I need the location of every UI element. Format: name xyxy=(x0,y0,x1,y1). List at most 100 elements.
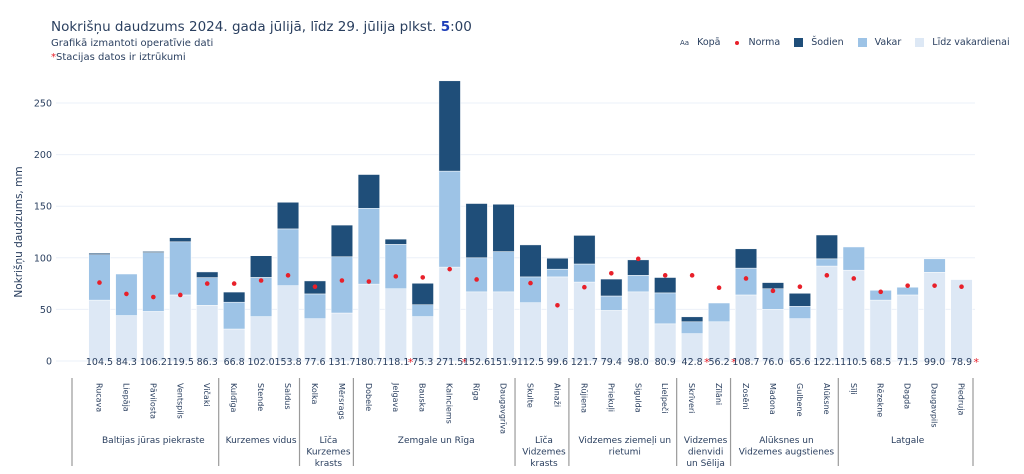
bar-segment-sodien[interactable] xyxy=(681,316,704,323)
bar-segment-vakar[interactable] xyxy=(896,286,919,296)
bar-segment-vakar[interactable] xyxy=(142,252,165,312)
legend-item-kopa[interactable]: Aa Kopā xyxy=(680,37,721,48)
legend-item-norma[interactable]: Norma xyxy=(734,37,780,48)
norma-point[interactable] xyxy=(689,273,695,278)
bar-segment-sodien[interactable] xyxy=(815,234,838,260)
norma-point[interactable] xyxy=(716,285,722,291)
bar-segment-sodien[interactable] xyxy=(330,224,353,258)
bar-segment-vakar[interactable] xyxy=(654,292,677,325)
bar-segment-lidz[interactable] xyxy=(250,316,273,362)
bar-segment-sodien[interactable] xyxy=(142,251,165,253)
bar-segment-lidz[interactable] xyxy=(573,281,596,362)
norma-point[interactable] xyxy=(312,284,318,289)
bar-segment-vakar[interactable] xyxy=(681,321,704,334)
bar-segment-lidz[interactable] xyxy=(815,265,838,362)
bar-segment-lidz[interactable] xyxy=(88,299,111,362)
bar-segment-lidz[interactable] xyxy=(950,279,973,362)
bar-segment-lidz[interactable] xyxy=(169,294,192,362)
bar-segment-vakar[interactable] xyxy=(734,267,758,296)
bar-segment-vakar[interactable] xyxy=(223,301,246,330)
bar-segment-sodien[interactable] xyxy=(411,283,434,306)
norma-point[interactable] xyxy=(151,294,156,300)
norma-point[interactable] xyxy=(797,284,803,289)
bar-segment-lidz[interactable] xyxy=(196,305,219,362)
bar-segment-sodien[interactable] xyxy=(169,237,192,243)
bar-segment-vakar[interactable] xyxy=(546,268,569,278)
bar-segment-lidz[interactable] xyxy=(869,299,892,362)
bar-segment-lidz[interactable] xyxy=(546,276,569,362)
norma-point[interactable] xyxy=(878,289,884,295)
norma-point[interactable] xyxy=(474,277,479,282)
bar-segment-sodien[interactable] xyxy=(196,271,219,278)
bar-segment-sodien[interactable] xyxy=(277,202,300,230)
norma-point[interactable] xyxy=(905,283,910,288)
bar-segment-lidz[interactable] xyxy=(411,316,434,362)
bar-segment-vakar[interactable] xyxy=(438,170,461,268)
legend-item-lidz[interactable]: Līdz vakardienai xyxy=(915,37,1010,48)
bar-segment-lidz[interactable] xyxy=(142,311,165,362)
norma-point[interactable] xyxy=(97,280,102,285)
bar-segment-lidz[interactable] xyxy=(654,323,677,362)
norma-point[interactable] xyxy=(743,276,749,281)
bar-segment-sodien[interactable] xyxy=(519,244,542,278)
bar-segment-vakar[interactable] xyxy=(303,293,327,319)
bar-segment-vakar[interactable] xyxy=(842,246,865,271)
bar-segment-vakar[interactable] xyxy=(411,304,434,317)
bar-segment-vakar[interactable] xyxy=(357,208,380,285)
norma-point[interactable] xyxy=(393,274,399,279)
norma-point[interactable] xyxy=(770,288,776,294)
bar-segment-sodien[interactable] xyxy=(250,255,273,278)
bar-segment-vakar[interactable] xyxy=(627,275,650,293)
norma-point[interactable] xyxy=(824,273,830,278)
bar-segment-lidz[interactable] xyxy=(519,302,542,362)
bar-segment-sodien[interactable] xyxy=(654,277,677,294)
bar-segment-lidz[interactable] xyxy=(465,291,488,362)
bar-segment-sodien[interactable] xyxy=(88,252,111,255)
norma-point[interactable] xyxy=(528,280,533,286)
norma-point[interactable] xyxy=(420,275,426,280)
norma-point[interactable] xyxy=(258,278,264,283)
bar-segment-sodien[interactable] xyxy=(465,203,488,259)
bar-segment-vakar[interactable] xyxy=(384,244,407,290)
norma-point[interactable] xyxy=(635,256,641,262)
norma-point[interactable] xyxy=(366,279,372,284)
legend-item-vakar[interactable]: Vakar xyxy=(857,37,901,48)
bar-segment-sodien[interactable] xyxy=(627,259,650,276)
norma-point[interactable] xyxy=(285,273,291,278)
bar-segment-lidz[interactable] xyxy=(277,285,300,362)
bar-segment-lidz[interactable] xyxy=(330,312,353,362)
norma-point[interactable] xyxy=(231,281,237,286)
bar-segment-lidz[interactable] xyxy=(115,315,138,362)
bar-segment-lidz[interactable] xyxy=(384,288,407,362)
bar-segment-vakar[interactable] xyxy=(573,263,596,283)
bar-segment-sodien[interactable] xyxy=(788,293,811,307)
bar-segment-lidz[interactable] xyxy=(842,269,865,362)
norma-point[interactable] xyxy=(851,276,857,281)
bar-segment-lidz[interactable] xyxy=(761,309,784,362)
bar-segment-vakar[interactable] xyxy=(330,256,353,314)
bar-segment-vakar[interactable] xyxy=(88,254,111,301)
legend-item-sodien[interactable]: Šodien xyxy=(794,37,844,48)
bar-segment-lidz[interactable] xyxy=(708,321,731,362)
bar-segment-sodien[interactable] xyxy=(492,203,515,252)
bar-segment-lidz[interactable] xyxy=(788,318,811,362)
bar-segment-sodien[interactable] xyxy=(384,238,407,245)
bar-segment-sodien[interactable] xyxy=(734,248,758,269)
bar-segment-sodien[interactable] xyxy=(438,80,461,172)
bar-segment-vakar[interactable] xyxy=(923,258,946,273)
bar-segment-lidz[interactable] xyxy=(303,318,327,362)
bar-segment-lidz[interactable] xyxy=(734,294,758,362)
norma-point[interactable] xyxy=(339,278,345,283)
bar-segment-sodien[interactable] xyxy=(573,235,596,265)
bar-segment-lidz[interactable] xyxy=(357,283,380,362)
bar-segment-lidz[interactable] xyxy=(438,266,461,362)
bar-segment-lidz[interactable] xyxy=(896,294,919,362)
bar-segment-vakar[interactable] xyxy=(492,251,515,293)
bar-segment-vakar[interactable] xyxy=(600,295,623,311)
norma-point[interactable] xyxy=(124,291,129,297)
norma-point[interactable] xyxy=(609,270,614,276)
bar-segment-lidz[interactable] xyxy=(492,291,515,362)
bar-segment-vakar[interactable] xyxy=(465,257,488,293)
bar-segment-lidz[interactable] xyxy=(627,291,650,362)
bar-segment-vakar[interactable] xyxy=(519,276,542,303)
